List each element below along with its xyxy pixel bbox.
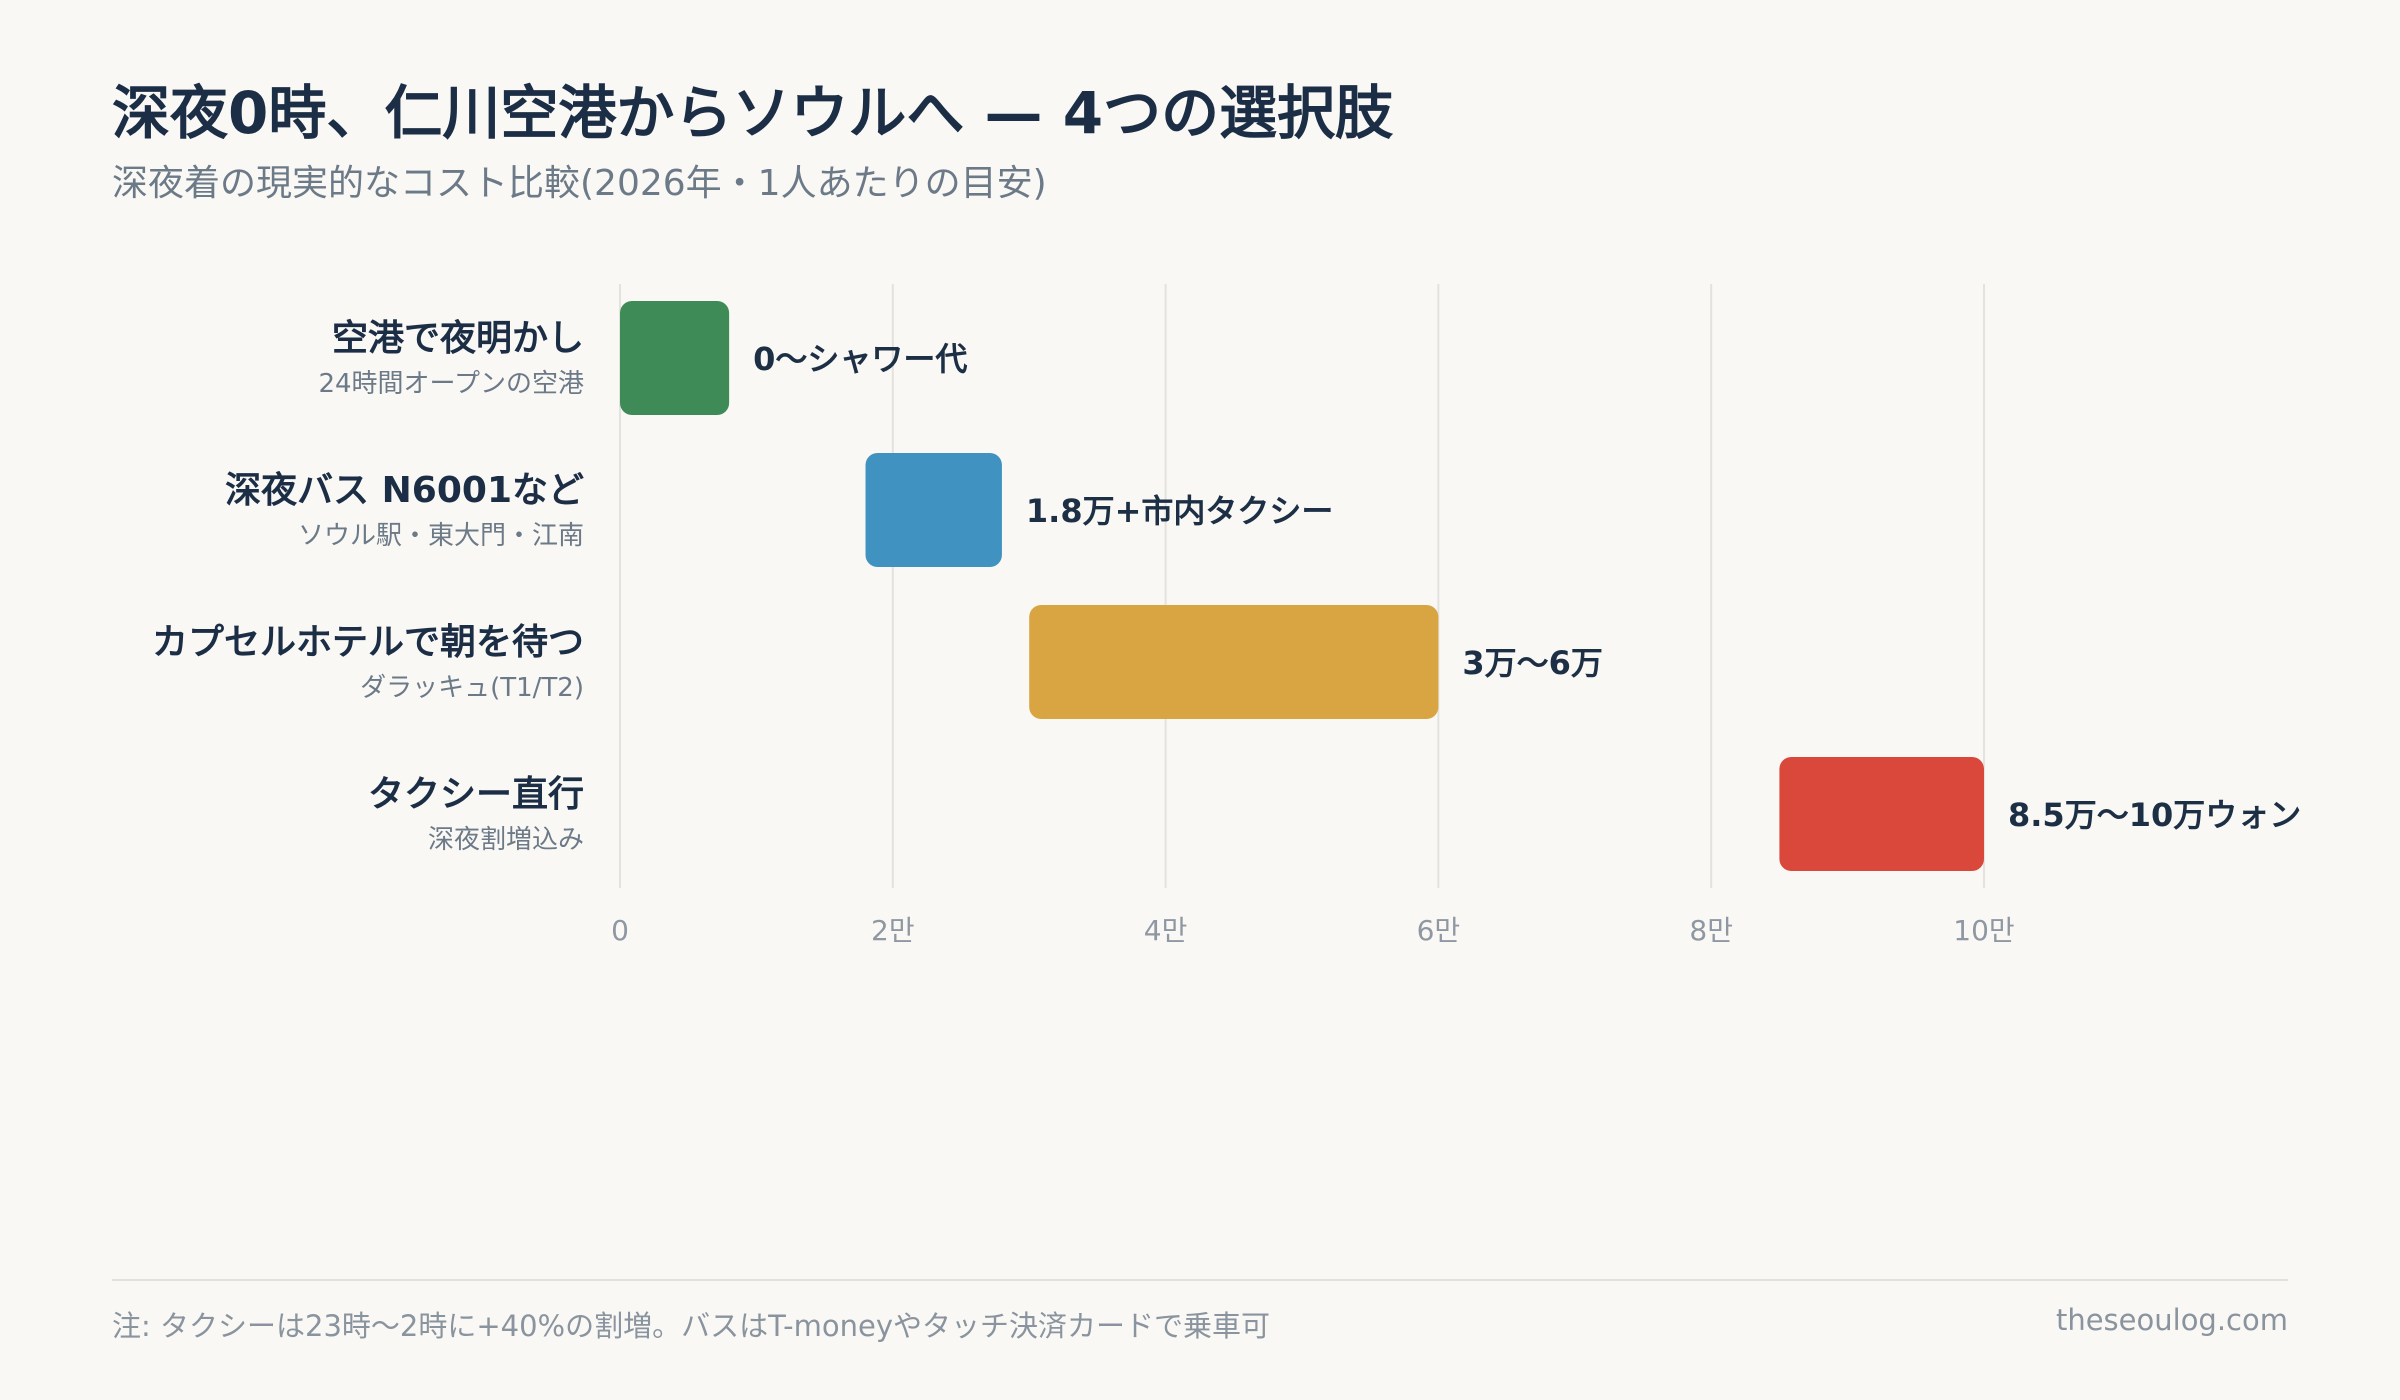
range-bar (865, 453, 1002, 567)
category-sublabel: 24時間オープンの空港 (318, 369, 584, 399)
range-bar (1029, 605, 1439, 719)
bar-value-label: 1.8万+市内タクシー (1026, 492, 1334, 530)
footer-divider (112, 1279, 2288, 1281)
range-bar (620, 301, 730, 415)
site-credit: theseoulog.com (2055, 1303, 2288, 1337)
bar-value-label: 0〜シャワー代 (753, 340, 967, 378)
category-label: タクシー直行 (368, 774, 584, 815)
category-sublabel: ダラッキュ(T1/T2) (360, 673, 584, 703)
category-label: 空港で夜明かし (332, 318, 584, 359)
bar-value-label: 3万〜6万 (1462, 644, 1603, 682)
chart-title: 深夜0時、仁川空港からソウルへ — 4つの選択肢 (112, 79, 1394, 147)
chart-subtitle: 深夜着の現実的なコスト比較(2026年・1人あたりの目安) (112, 163, 1047, 204)
category-sublabel: 深夜割増込み (428, 825, 584, 855)
x-tick-label: 8만 (1689, 914, 1733, 947)
x-tick-label: 2만 (871, 914, 915, 947)
x-tick-label: 10만 (1953, 914, 2014, 947)
range-bar (1779, 757, 1984, 871)
category-label: 深夜バス N6001など (225, 470, 584, 511)
category-sublabel: ソウル駅・東大門・江南 (298, 521, 584, 551)
footnote: 注: タクシーは23時〜2時に+40%の割増。バスはT-moneyやタッチ決済カ… (112, 1309, 1270, 1343)
range-bar-chart: 0 2만 4만 6만 8만 10만 0〜シャワー代 空港で夜明かし 24時間オープンの空港 1.8… (152, 284, 2301, 947)
category-label: カプセルホテルで朝を待つ (152, 622, 584, 663)
x-tick-label: 4만 (1144, 914, 1188, 947)
x-tick-label: 6만 (1417, 914, 1461, 947)
bar-value-label: 8.5万〜10万ウォン (2008, 796, 2301, 834)
x-tick-label: 0 (611, 914, 629, 947)
